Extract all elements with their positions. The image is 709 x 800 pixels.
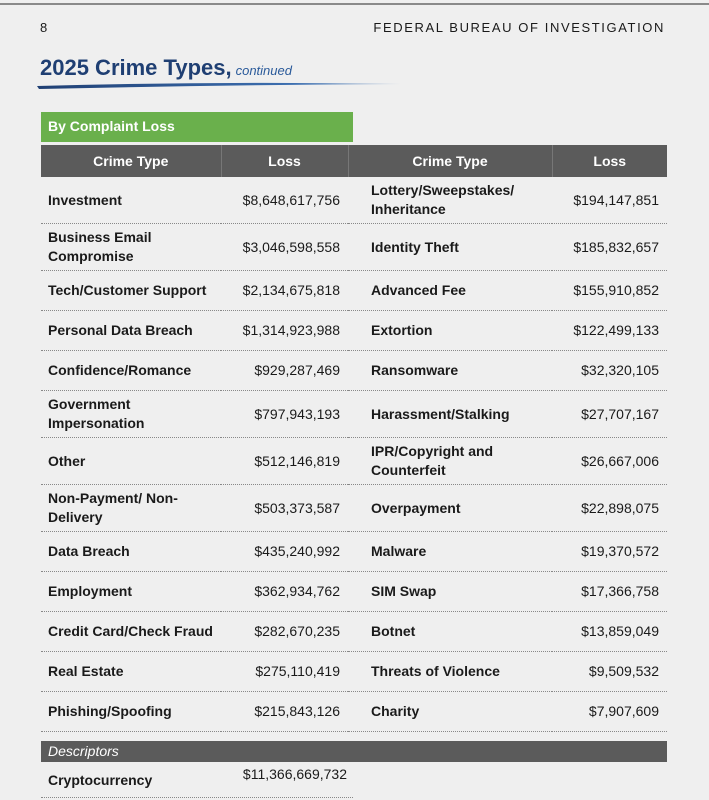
table-row: Government Impersonation $797,943,193 Hara… <box>41 390 667 438</box>
crime-type-cell: Extortion <box>348 310 552 351</box>
title-main: 2025 Crime Types, <box>40 55 232 80</box>
loss-cell: $3,046,598,558 <box>221 223 348 271</box>
column-header: Crime Type <box>348 145 553 177</box>
table-body: Investment $8,648,617,756 Lottery/Sweepsta… <box>41 177 667 732</box>
crime-type-cell: Charity <box>348 691 552 732</box>
crime-type-cell: Lottery/Sweepstakes/ Inheritance <box>348 177 552 224</box>
loss-cell: $1,314,923,988 <box>221 310 348 351</box>
crime-type-cell: Confidence/Romance <box>41 350 221 391</box>
page-number: 8 <box>40 20 48 35</box>
table-row: Phishing/Spoofing $215,843,126 Charity $7,9… <box>41 691 667 732</box>
loss-cell: $27,707,167 <box>552 390 667 438</box>
descriptor-name: Cryptocurrency <box>48 772 153 788</box>
loss-cell: $9,509,532 <box>552 651 667 692</box>
loss-cell: $503,373,587 <box>221 484 348 532</box>
descriptors-label: Descriptors <box>41 741 667 762</box>
loss-cell: $797,943,193 <box>221 390 348 438</box>
loss-cell: $155,910,852 <box>552 270 667 311</box>
loss-cell: $32,320,105 <box>552 350 667 391</box>
table-row: Investment $8,648,617,756 Lottery/Sweepsta… <box>41 177 667 224</box>
table-row: Credit Card/Check Fraud $282,670,235 Botne… <box>41 611 667 652</box>
column-header: Loss <box>552 145 667 177</box>
crime-type-cell: Real Estate <box>41 651 221 692</box>
loss-cell: $215,843,126 <box>221 691 348 732</box>
table-row: Personal Data Breach $1,314,923,988 Extort… <box>41 310 667 351</box>
loss-cell: $26,667,006 <box>552 437 667 485</box>
loss-cell: $512,146,819 <box>221 437 348 485</box>
top-rule <box>0 3 709 5</box>
title-sub: continued <box>235 63 292 78</box>
crime-type-cell: Non-Payment/ Non-Delivery <box>41 484 221 532</box>
loss-cell: $362,934,762 <box>221 571 348 612</box>
loss-cell: $17,366,758 <box>552 571 667 612</box>
loss-cell: $7,907,609 <box>552 691 667 732</box>
crime-type-cell: Botnet <box>348 611 552 652</box>
crime-type-cell: Tech/Customer Support <box>41 270 221 311</box>
crime-type-cell: Data Breach <box>41 531 221 572</box>
loss-cell: $435,240,992 <box>221 531 348 572</box>
crime-type-cell: Personal Data Breach <box>41 310 221 351</box>
crime-type-cell: Advanced Fee <box>348 270 552 311</box>
crime-type-cell: Investment <box>41 177 221 224</box>
section-label: By Complaint Loss <box>41 112 353 142</box>
title: 2025 Crime Types, continued <box>40 55 292 81</box>
crime-type-cell: IPR/Copyright and Counterfeit <box>348 437 552 485</box>
crime-type-cell: Credit Card/Check Fraud <box>41 611 221 652</box>
column-header: Crime Type <box>41 145 222 177</box>
table-row: Real Estate $275,110,419 Threats of Violen… <box>41 651 667 692</box>
crime-type-cell: Malware <box>348 531 552 572</box>
crime-type-cell: Government Impersonation <box>41 390 221 438</box>
loss-cell: $122,499,133 <box>552 310 667 351</box>
loss-cell: $22,898,075 <box>552 484 667 532</box>
crime-type-cell: Other <box>41 437 221 485</box>
crime-type-cell: Employment <box>41 571 221 612</box>
descriptor-row: Cryptocurrency $11,366,669,732 <box>41 763 353 798</box>
loss-table: Crime Type Loss Crime Type Loss Investment $… <box>41 145 667 732</box>
loss-cell: $19,370,572 <box>552 531 667 572</box>
organization: FEDERAL BUREAU OF INVESTIGATION <box>373 20 665 35</box>
crime-type-cell: Phishing/Spoofing <box>41 691 221 732</box>
loss-cell: $8,648,617,756 <box>221 177 348 224</box>
crime-type-cell: Overpayment <box>348 484 552 532</box>
loss-cell: $194,147,851 <box>552 177 667 224</box>
descriptor-loss: $11,366,669,732 <box>242 766 347 782</box>
table-row: Non-Payment/ Non-Delivery $503,373,587 Ove… <box>41 484 667 532</box>
column-header: Loss <box>221 145 349 177</box>
crime-type-cell: Identity Theft <box>348 223 552 271</box>
table-row: Employment $362,934,762 SIM Swap $17,366,75… <box>41 571 667 612</box>
loss-cell: $275,110,419 <box>221 651 348 692</box>
loss-cell: $929,287,469 <box>221 350 348 391</box>
header-row: Crime Type Loss Crime Type Loss <box>41 145 667 177</box>
table-row: Tech/Customer Support $2,134,675,818 Advan… <box>41 270 667 311</box>
loss-cell: $13,859,049 <box>552 611 667 652</box>
loss-cell: $2,134,675,818 <box>221 270 348 311</box>
table-row: Confidence/Romance $929,287,469 Ransomware… <box>41 350 667 391</box>
loss-cell: $185,832,657 <box>552 223 667 271</box>
loss-cell: $282,670,235 <box>221 611 348 652</box>
crime-type-cell: Harassment/Stalking <box>348 390 552 438</box>
table-row: Data Breach $435,240,992 Malware $19,370,57… <box>41 531 667 572</box>
crime-type-cell: SIM Swap <box>348 571 552 612</box>
title-underline <box>37 82 401 89</box>
table-row: Business Email Compromise $3,046,598,558 I… <box>41 223 667 271</box>
crime-type-cell: Ransomware <box>348 350 552 391</box>
crime-type-cell: Business Email Compromise <box>41 223 221 271</box>
table-row: Other $512,146,819 IPR/Copyright and Count… <box>41 437 667 485</box>
crime-type-cell: Threats of Violence <box>348 651 552 692</box>
